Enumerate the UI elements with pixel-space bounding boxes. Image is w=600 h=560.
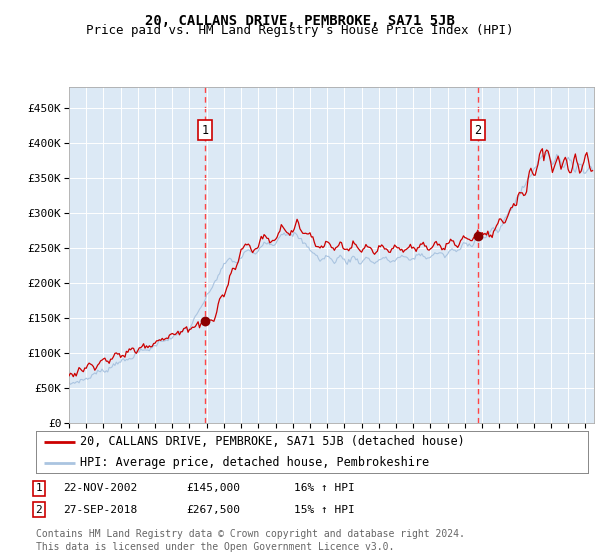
Text: 15% ↑ HPI: 15% ↑ HPI xyxy=(294,505,355,515)
Text: £145,000: £145,000 xyxy=(186,483,240,493)
Text: 16% ↑ HPI: 16% ↑ HPI xyxy=(294,483,355,493)
Text: 1: 1 xyxy=(202,124,209,137)
Text: 1: 1 xyxy=(35,483,43,493)
Text: 20, CALLANS DRIVE, PEMBROKE, SA71 5JB (detached house): 20, CALLANS DRIVE, PEMBROKE, SA71 5JB (d… xyxy=(80,435,465,448)
Text: Price paid vs. HM Land Registry's House Price Index (HPI): Price paid vs. HM Land Registry's House … xyxy=(86,24,514,37)
Text: 27-SEP-2018: 27-SEP-2018 xyxy=(63,505,137,515)
Text: 2: 2 xyxy=(474,124,481,137)
Text: HPI: Average price, detached house, Pembrokeshire: HPI: Average price, detached house, Pemb… xyxy=(80,456,429,469)
Text: 22-NOV-2002: 22-NOV-2002 xyxy=(63,483,137,493)
Text: £267,500: £267,500 xyxy=(186,505,240,515)
Text: 2: 2 xyxy=(35,505,43,515)
Text: This data is licensed under the Open Government Licence v3.0.: This data is licensed under the Open Gov… xyxy=(36,542,394,552)
Text: Contains HM Land Registry data © Crown copyright and database right 2024.: Contains HM Land Registry data © Crown c… xyxy=(36,529,465,539)
Text: 20, CALLANS DRIVE, PEMBROKE, SA71 5JB: 20, CALLANS DRIVE, PEMBROKE, SA71 5JB xyxy=(145,14,455,28)
